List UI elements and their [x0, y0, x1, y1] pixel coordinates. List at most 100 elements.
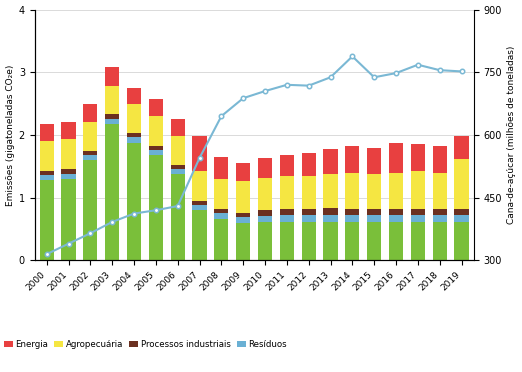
Bar: [127, 133, 141, 138]
Bar: [324, 149, 338, 174]
Bar: [455, 136, 469, 159]
Bar: [258, 216, 272, 221]
Bar: [62, 179, 76, 260]
Bar: [302, 209, 316, 215]
Bar: [258, 221, 272, 260]
Bar: [84, 160, 98, 260]
Bar: [258, 210, 272, 216]
Bar: [433, 221, 447, 260]
Bar: [280, 209, 294, 215]
Bar: [280, 215, 294, 221]
Bar: [149, 150, 163, 155]
Bar: [105, 86, 120, 114]
Bar: [389, 221, 403, 260]
Bar: [433, 173, 447, 209]
Bar: [84, 151, 98, 155]
Bar: [214, 179, 229, 209]
Bar: [127, 104, 141, 133]
Bar: [40, 141, 54, 171]
Bar: [149, 99, 163, 116]
Bar: [171, 136, 185, 165]
Bar: [127, 88, 141, 104]
Bar: [411, 221, 425, 260]
Bar: [62, 122, 76, 140]
Bar: [367, 221, 381, 260]
Bar: [302, 176, 316, 209]
Bar: [411, 209, 425, 215]
Bar: [258, 177, 272, 210]
Bar: [411, 215, 425, 221]
Bar: [280, 155, 294, 176]
Bar: [345, 173, 360, 209]
Bar: [455, 209, 469, 215]
Bar: [345, 209, 360, 215]
Bar: [149, 146, 163, 150]
Bar: [214, 219, 229, 260]
Bar: [236, 217, 250, 223]
Bar: [324, 215, 338, 221]
Bar: [105, 114, 120, 119]
Bar: [84, 122, 98, 151]
Bar: [302, 215, 316, 221]
Bar: [84, 155, 98, 160]
Bar: [411, 144, 425, 171]
Bar: [105, 67, 120, 86]
Bar: [280, 221, 294, 260]
Bar: [127, 142, 141, 260]
Bar: [171, 174, 185, 260]
Bar: [105, 124, 120, 260]
Bar: [127, 138, 141, 142]
Bar: [324, 174, 338, 208]
Y-axis label: Emissões (gigatoneladas CO₂e): Emissões (gigatoneladas CO₂e): [6, 64, 15, 206]
Bar: [193, 205, 207, 210]
Bar: [193, 202, 207, 205]
Bar: [302, 153, 316, 176]
Bar: [171, 169, 185, 174]
Bar: [193, 136, 207, 171]
Bar: [389, 173, 403, 209]
Bar: [455, 215, 469, 221]
Bar: [258, 158, 272, 177]
Bar: [236, 182, 250, 213]
Bar: [40, 124, 54, 141]
Bar: [411, 171, 425, 209]
Bar: [40, 171, 54, 175]
Bar: [345, 146, 360, 173]
Bar: [367, 209, 381, 215]
Bar: [433, 146, 447, 173]
Bar: [433, 215, 447, 221]
Bar: [236, 213, 250, 217]
Bar: [455, 221, 469, 260]
Bar: [214, 214, 229, 219]
Bar: [236, 163, 250, 182]
Bar: [324, 221, 338, 260]
Bar: [193, 210, 207, 260]
Bar: [214, 157, 229, 179]
Bar: [389, 215, 403, 221]
Bar: [324, 208, 338, 215]
Bar: [345, 215, 360, 221]
Bar: [302, 221, 316, 260]
Bar: [389, 143, 403, 173]
Bar: [193, 171, 207, 202]
Bar: [280, 176, 294, 209]
Bar: [345, 221, 360, 260]
Bar: [105, 119, 120, 124]
Bar: [40, 180, 54, 260]
Bar: [62, 140, 76, 170]
Bar: [367, 174, 381, 209]
Y-axis label: Cana-de-açúcar (milhões de toneladas): Cana-de-açúcar (milhões de toneladas): [507, 46, 516, 224]
Bar: [433, 209, 447, 215]
Bar: [149, 116, 163, 146]
Bar: [214, 209, 229, 214]
Bar: [389, 209, 403, 215]
Bar: [236, 223, 250, 260]
Bar: [367, 148, 381, 174]
Bar: [40, 175, 54, 180]
Bar: [62, 174, 76, 179]
Bar: [171, 165, 185, 169]
Bar: [171, 119, 185, 136]
Bar: [149, 155, 163, 260]
Bar: [62, 170, 76, 174]
Bar: [367, 215, 381, 221]
